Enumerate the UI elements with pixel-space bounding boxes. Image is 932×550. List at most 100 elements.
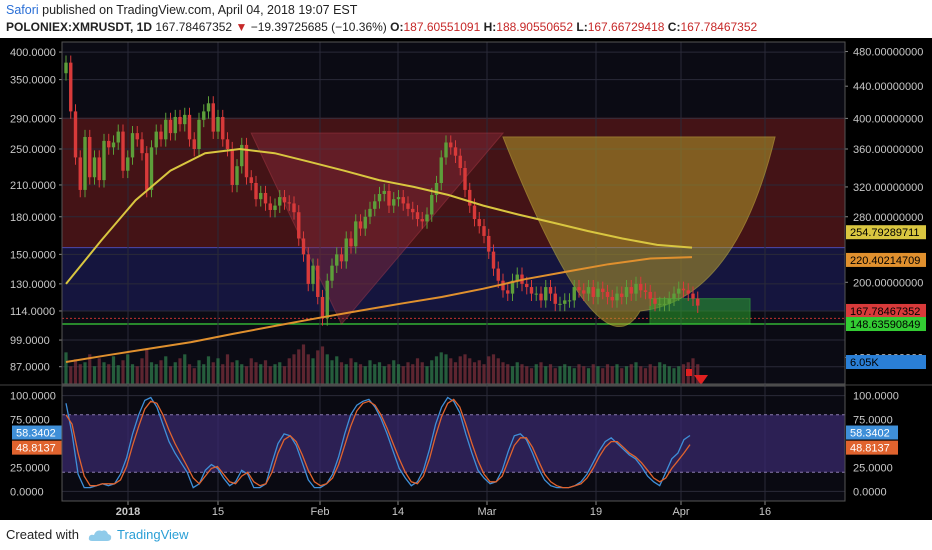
volume-bar bbox=[301, 344, 306, 384]
volume-bar bbox=[168, 366, 173, 384]
candle-body bbox=[463, 167, 467, 190]
candle-body bbox=[349, 238, 353, 247]
osc-right-label: 0.0000 bbox=[853, 486, 887, 498]
volume-bar bbox=[677, 366, 681, 384]
candle-body bbox=[211, 103, 215, 132]
candle-body bbox=[173, 116, 177, 134]
volume-bar bbox=[111, 356, 116, 384]
volume-bar bbox=[377, 362, 382, 384]
x-axis-label: 2018 bbox=[116, 506, 140, 518]
candle-body bbox=[686, 290, 690, 294]
volume-bar bbox=[249, 358, 253, 384]
tradingview-brand-link[interactable]: TradingView bbox=[117, 527, 189, 542]
change-arrow-icon: ▼ bbox=[235, 20, 248, 34]
volume-bar bbox=[662, 364, 667, 384]
volume-bar bbox=[64, 352, 68, 384]
candle-body bbox=[605, 291, 610, 297]
candle-body bbox=[572, 287, 576, 301]
chart-canvas[interactable]: 400.0000 350.0000 290.0000 250.0000 210.0000… bbox=[0, 38, 932, 520]
candle-body bbox=[325, 280, 329, 319]
volume-bar bbox=[164, 356, 168, 384]
volume-bar bbox=[344, 364, 348, 384]
volume-bar bbox=[520, 364, 524, 384]
candle-body bbox=[225, 139, 230, 149]
volume-bar bbox=[667, 366, 671, 384]
candle-body bbox=[368, 208, 372, 217]
candle-body bbox=[444, 142, 448, 158]
candle-body bbox=[373, 201, 377, 209]
down-arrow-icon bbox=[694, 375, 708, 385]
volume-bar bbox=[211, 362, 215, 384]
candle-body bbox=[653, 298, 657, 304]
volume-bar bbox=[320, 346, 325, 384]
price-label: 148.63590849 bbox=[850, 319, 920, 331]
volume-bar bbox=[282, 366, 287, 384]
candle-body bbox=[415, 212, 420, 220]
volume-bar bbox=[582, 366, 586, 384]
volume-bar bbox=[548, 364, 553, 384]
candle-body bbox=[111, 142, 116, 148]
candle-body bbox=[320, 296, 325, 319]
symbol-label: POLONIEX:XMRUSDT, 1D bbox=[6, 20, 153, 34]
x-axis-label: 16 bbox=[759, 506, 771, 518]
right-axis-label: 320.00000000 bbox=[853, 182, 923, 194]
low-label: L: bbox=[576, 20, 588, 34]
volume-bar bbox=[396, 364, 401, 384]
volume-bar bbox=[434, 356, 439, 384]
x-axis-strip bbox=[0, 501, 932, 520]
volume-bar bbox=[411, 364, 415, 384]
candle-body bbox=[183, 114, 187, 125]
volume-bar bbox=[634, 362, 638, 384]
candle-body bbox=[667, 298, 671, 304]
sma-slow-line bbox=[65, 256, 693, 363]
volume-bar bbox=[439, 352, 443, 384]
open-label: O: bbox=[390, 20, 404, 34]
price-label-bg bbox=[846, 355, 926, 370]
candle-body bbox=[297, 212, 301, 239]
author-link[interactable]: Safori bbox=[6, 3, 39, 17]
volume-bar bbox=[330, 360, 334, 384]
volume-bar bbox=[358, 364, 363, 384]
candle-body bbox=[411, 208, 415, 213]
candle-body bbox=[563, 300, 567, 304]
volume-bar bbox=[601, 368, 605, 384]
right-axis-label: 480.00000000 bbox=[853, 47, 923, 59]
candle-body bbox=[140, 139, 144, 154]
candle-body bbox=[73, 111, 78, 158]
candle-body bbox=[192, 139, 196, 149]
last-price: 167.78467352 bbox=[155, 20, 233, 34]
candle-body bbox=[539, 293, 543, 301]
volume-bar bbox=[363, 366, 367, 384]
candle-body bbox=[363, 216, 367, 229]
candle-body bbox=[567, 300, 572, 302]
price-label: 6.05K bbox=[850, 357, 879, 369]
candle-body bbox=[259, 192, 263, 200]
volume-bar bbox=[525, 366, 529, 384]
publish-text: published on TradingView.com, April 04, … bbox=[38, 3, 358, 17]
stoch-d-line bbox=[65, 398, 691, 489]
volume-bar bbox=[135, 366, 139, 384]
candle-body bbox=[121, 131, 125, 171]
price-pane-border bbox=[61, 41, 846, 385]
candle-body bbox=[449, 142, 453, 148]
candle-body bbox=[392, 199, 396, 206]
volume-bar bbox=[605, 364, 610, 384]
candle-body bbox=[529, 287, 534, 294]
right-axis-label: 440.00000000 bbox=[853, 81, 923, 93]
right-axis-label: 360.00000000 bbox=[853, 144, 923, 156]
volume-bar bbox=[88, 354, 92, 384]
volume-bar bbox=[463, 354, 467, 384]
stoch-k-line bbox=[65, 396, 691, 489]
candle-body bbox=[586, 287, 591, 294]
candle-body bbox=[420, 219, 424, 222]
volume-bar bbox=[449, 358, 453, 384]
target-box bbox=[649, 298, 751, 325]
right-axis-label: 400.00000000 bbox=[853, 113, 923, 125]
price-label: 220.40214709 bbox=[850, 255, 920, 267]
candle-body bbox=[425, 214, 429, 222]
left-axis-label: 114.0000 bbox=[10, 306, 55, 318]
candle-body bbox=[97, 157, 101, 181]
volume-bar bbox=[221, 364, 225, 384]
publish-line: Safori published on TradingView.com, Apr… bbox=[6, 3, 357, 17]
volume-bar bbox=[216, 358, 220, 384]
